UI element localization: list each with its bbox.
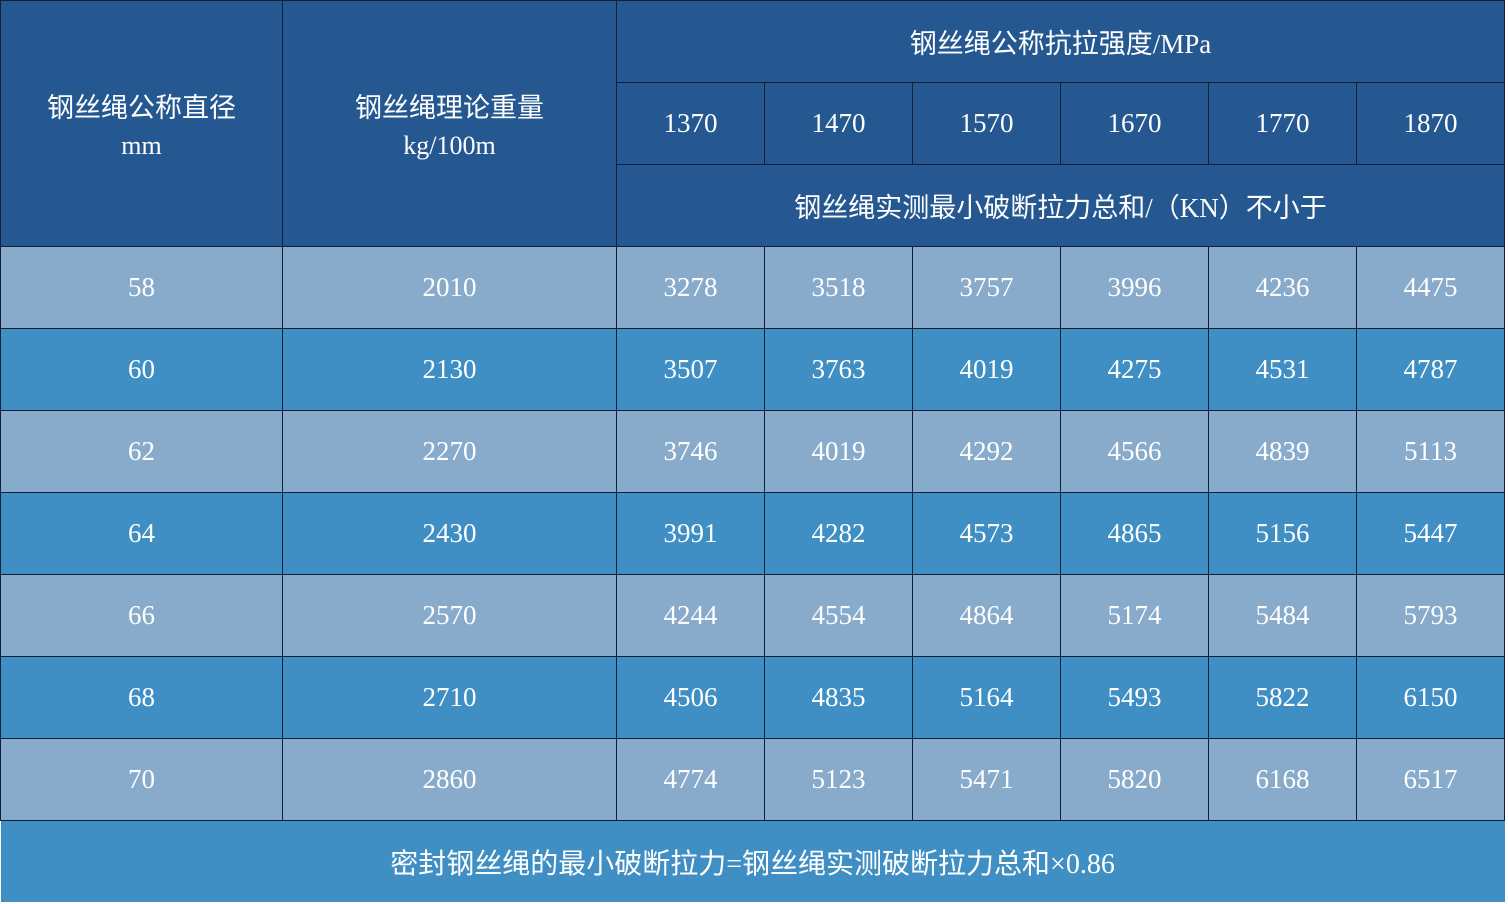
force-cell: 4864	[912, 574, 1061, 657]
force-cell: 4774	[616, 738, 765, 821]
force-cell: 4506	[616, 656, 765, 739]
diameter-cell: 66	[0, 574, 283, 657]
table-row: 58 2010 3278 3518 3757 3996 4236 4475	[0, 246, 1506, 329]
strength-grade: 1770	[1208, 82, 1357, 165]
force-cell: 4573	[912, 492, 1061, 575]
force-cell: 4282	[764, 492, 913, 575]
weight-label: 钢丝绳理论重量	[355, 93, 544, 123]
force-cell: 3757	[912, 246, 1061, 329]
weight-cell: 2010	[282, 246, 617, 329]
diameter-cell: 58	[0, 246, 283, 329]
diameter-cell: 64	[0, 492, 283, 575]
strength-grade: 1570	[912, 82, 1061, 165]
force-cell: 3518	[764, 246, 913, 329]
force-cell: 4244	[616, 574, 765, 657]
strength-grade: 1370	[616, 82, 765, 165]
force-cell: 4554	[764, 574, 913, 657]
force-cell: 5793	[1355, 574, 1506, 657]
diameter-cell: 60	[0, 328, 283, 411]
force-cell: 4835	[764, 656, 913, 739]
force-cell: 6168	[1208, 738, 1357, 821]
force-cell: 5174	[1060, 574, 1209, 657]
force-cell: 5156	[1208, 492, 1357, 575]
force-cell: 4787	[1355, 328, 1506, 411]
force-cell: 5123	[764, 738, 913, 821]
force-cell: 4475	[1355, 246, 1506, 329]
force-cell: 6517	[1355, 738, 1506, 821]
diameter-cell: 62	[0, 410, 283, 493]
force-cell: 3763	[764, 328, 913, 411]
force-cell: 5164	[912, 656, 1061, 739]
table-row: 64 2430 3991 4282 4573 4865 5156 5447	[0, 492, 1506, 575]
force-cell: 5493	[1060, 656, 1209, 739]
force-cell: 5471	[912, 738, 1061, 821]
force-cell: 3996	[1060, 246, 1209, 329]
force-cell: 4019	[912, 328, 1061, 411]
table-row: 60 2130 3507 3763 4019 4275 4531 4787	[0, 328, 1506, 411]
weight-cell: 2570	[282, 574, 617, 657]
force-cell: 5822	[1208, 656, 1357, 739]
strength-grade: 1470	[764, 82, 913, 165]
force-cell: 5484	[1208, 574, 1357, 657]
force-cell: 3746	[616, 410, 765, 493]
weight-cell: 2860	[282, 738, 617, 821]
table-row: 66 2570 4244 4554 4864 5174 5484 5793	[0, 574, 1506, 657]
weight-cell: 2270	[282, 410, 617, 493]
diameter-cell: 68	[0, 656, 283, 739]
strength-header: 钢丝绳公称抗拉强度/MPa	[615, 0, 1506, 83]
force-cell: 6150	[1355, 656, 1506, 739]
weight-header: 钢丝绳理论重量 kg/100m	[282, 0, 617, 247]
strength-grade: 1670	[1060, 82, 1209, 165]
weight-cell: 2130	[282, 328, 617, 411]
force-cell: 5113	[1355, 410, 1506, 493]
force-cell: 4236	[1208, 246, 1357, 329]
force-cell: 5447	[1355, 492, 1506, 575]
table-row: 62 2270 3746 4019 4292 4566 4839 5113	[0, 410, 1506, 493]
force-cell: 4865	[1060, 492, 1209, 575]
force-cell: 3507	[616, 328, 765, 411]
diameter-header: 钢丝绳公称直径 mm	[0, 0, 283, 247]
weight-unit: kg/100m	[403, 131, 496, 160]
diameter-label: 钢丝绳公称直径	[47, 93, 236, 123]
force-cell: 4566	[1060, 410, 1209, 493]
strength-grade: 1870	[1355, 82, 1506, 165]
force-cell: 4019	[764, 410, 913, 493]
footer-note: 密封钢丝绳的最小破断拉力=钢丝绳实测破断拉力总和×0.86	[0, 820, 1505, 902]
force-cell: 5820	[1060, 738, 1209, 821]
strength-grades-row: 1370 1470 1570 1670 1770 1870	[0, 82, 1506, 165]
force-cell: 3991	[616, 492, 765, 575]
diameter-unit: mm	[121, 131, 162, 160]
diameter-cell: 70	[0, 738, 283, 821]
table-row: 68 2710 4506 4835 5164 5493 5822 6150	[0, 656, 1506, 739]
weight-cell: 2430	[282, 492, 617, 575]
force-header: 钢丝绳实测最小破断拉力总和/（KN）不小于	[615, 164, 1506, 247]
weight-cell: 2710	[282, 656, 617, 739]
force-cell: 4275	[1060, 328, 1209, 411]
table-row: 70 2860 4774 5123 5471 5820 6168 6517	[0, 738, 1506, 821]
force-cell: 4531	[1208, 328, 1357, 411]
force-cell: 3278	[616, 246, 765, 329]
force-cell: 4292	[912, 410, 1061, 493]
force-cell: 4839	[1208, 410, 1357, 493]
